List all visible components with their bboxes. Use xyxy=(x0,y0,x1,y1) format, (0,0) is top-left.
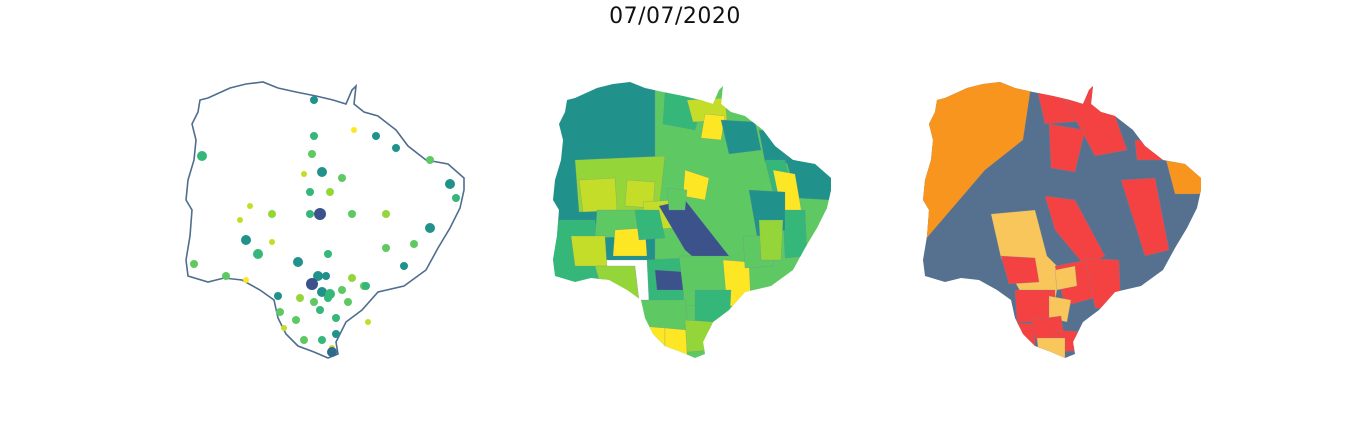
map-choropleth-risk xyxy=(923,82,1201,358)
map-point xyxy=(332,330,340,338)
region xyxy=(638,325,666,358)
map-point xyxy=(301,171,307,177)
region xyxy=(1000,255,1040,285)
map-point xyxy=(268,210,276,218)
map-point xyxy=(426,156,434,164)
map-point xyxy=(327,347,337,357)
region xyxy=(684,319,716,353)
map-point xyxy=(324,294,332,302)
region xyxy=(720,119,762,155)
state-outline xyxy=(185,81,465,359)
region xyxy=(1048,295,1072,323)
map-point xyxy=(317,287,327,297)
map-point xyxy=(241,235,251,245)
map-point xyxy=(237,217,243,223)
region xyxy=(1134,139,1170,161)
region xyxy=(782,209,808,259)
map-points xyxy=(185,81,465,359)
region xyxy=(594,265,640,301)
map-point xyxy=(274,292,282,300)
map-point xyxy=(310,298,318,306)
map-point xyxy=(276,308,284,316)
region xyxy=(1054,265,1078,291)
region xyxy=(578,177,618,213)
map-point xyxy=(318,336,326,344)
map-point xyxy=(306,188,314,196)
region xyxy=(1120,177,1170,257)
map-point xyxy=(310,96,318,104)
map-point xyxy=(222,272,230,280)
map-point xyxy=(306,278,318,290)
map-point xyxy=(332,314,340,322)
region xyxy=(570,235,608,267)
region xyxy=(634,209,666,241)
map-point xyxy=(338,174,346,182)
region xyxy=(1036,337,1066,358)
map-point xyxy=(425,223,435,233)
map-choropleth-viridis xyxy=(553,82,831,358)
map-point xyxy=(326,188,334,196)
region xyxy=(758,219,784,261)
map-point xyxy=(410,240,418,248)
map-point xyxy=(190,260,198,268)
map-point xyxy=(269,239,275,245)
map-point xyxy=(243,277,249,283)
map-point xyxy=(247,203,253,209)
map-point xyxy=(310,132,318,140)
map-point xyxy=(382,210,390,218)
map-point xyxy=(348,210,356,218)
regions-layer xyxy=(923,82,1201,358)
regions-layer xyxy=(553,82,831,358)
map-point xyxy=(372,132,380,140)
region xyxy=(700,113,726,141)
map-point xyxy=(400,262,408,270)
region xyxy=(1010,321,1036,351)
points-layer xyxy=(190,96,460,357)
region xyxy=(682,169,710,201)
region xyxy=(923,82,1036,241)
map-point xyxy=(317,167,327,177)
map-point xyxy=(253,249,263,259)
map-point xyxy=(392,144,400,152)
map-point xyxy=(452,194,460,202)
map-point xyxy=(338,286,346,294)
map-point xyxy=(365,319,371,325)
map-point xyxy=(197,151,207,161)
map-point xyxy=(324,250,332,258)
figure-title: 07/07/2020 xyxy=(609,4,741,29)
map-point xyxy=(300,336,308,344)
map-point xyxy=(306,210,314,218)
map-point xyxy=(344,298,352,306)
map-point xyxy=(281,325,287,331)
map-point xyxy=(382,244,390,252)
map-point xyxy=(351,127,357,133)
outline-path xyxy=(185,81,465,359)
map-point xyxy=(308,150,316,158)
region xyxy=(1048,123,1086,173)
map-point xyxy=(362,282,370,290)
region xyxy=(654,269,686,291)
map-point xyxy=(445,179,455,189)
map-point xyxy=(296,294,304,302)
map-point xyxy=(314,208,326,220)
map-point xyxy=(348,274,356,282)
map-point xyxy=(293,257,303,267)
region xyxy=(664,327,688,358)
map-point xyxy=(292,316,300,324)
map-point xyxy=(313,271,323,281)
map-point xyxy=(316,306,324,314)
region xyxy=(666,187,688,211)
map-point xyxy=(322,272,330,280)
